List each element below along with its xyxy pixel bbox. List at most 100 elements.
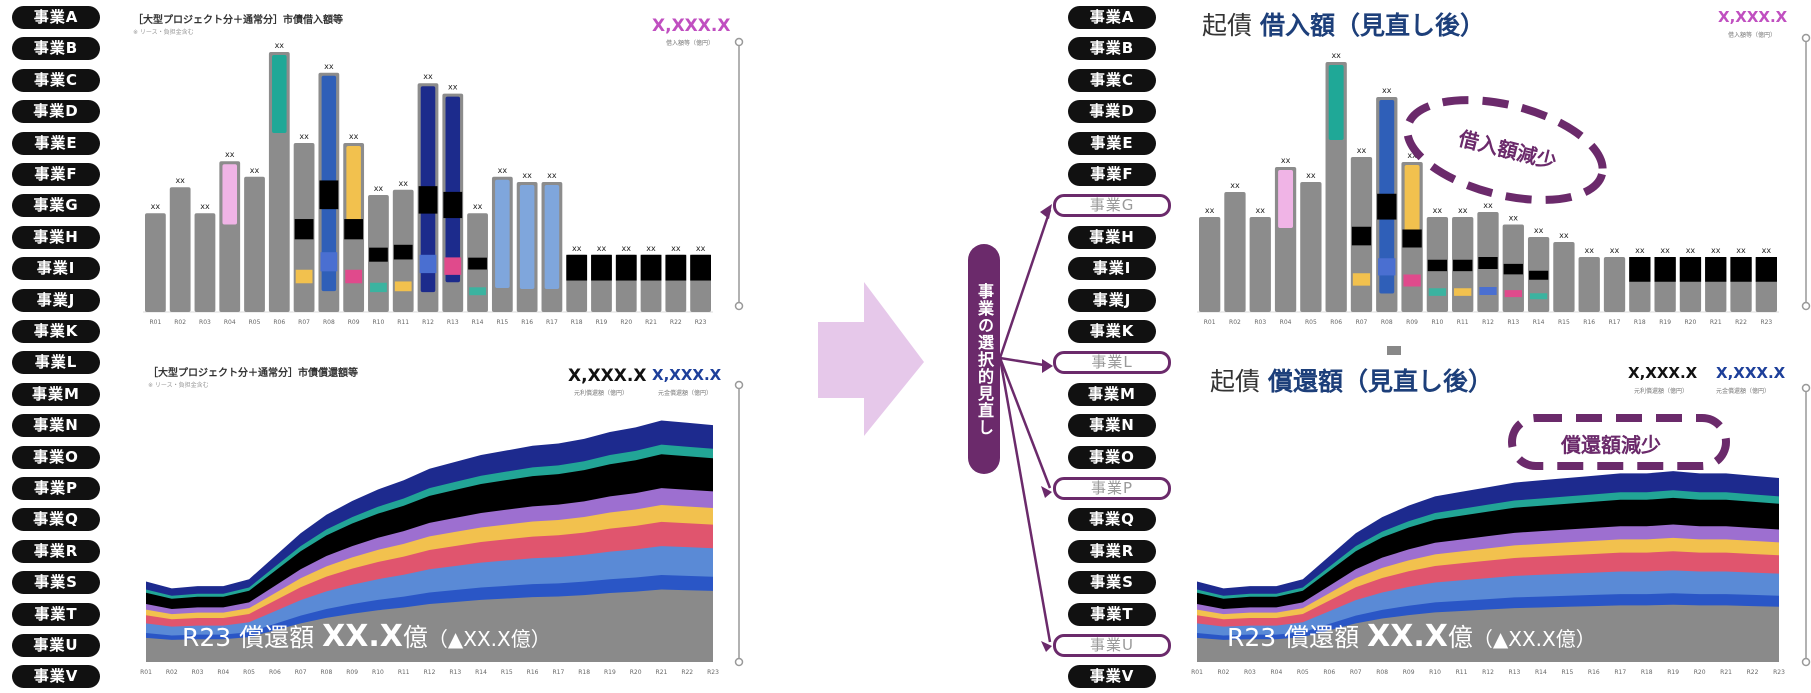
x-tick-label: R06 — [1330, 319, 1342, 326]
bar-segment — [1427, 259, 1448, 272]
x-tick-label: R02 — [1218, 669, 1230, 676]
right-bottom-overlay: R23 償還額 XX.X億（▲XX.X億） — [1227, 619, 1596, 654]
right-pill-excluded: 事業L — [1053, 351, 1171, 375]
bar-data-label: xx — [622, 244, 632, 253]
right-pill: 事業S — [1068, 571, 1156, 595]
bar-data-label: xx — [1256, 206, 1266, 215]
right-pill: 事業D — [1068, 100, 1156, 124]
x-tick-label: R20 — [1685, 319, 1697, 326]
left-pill: 事業N — [12, 414, 100, 438]
x-tick-label: R07 — [298, 319, 310, 326]
x-tick-label: R21 — [656, 669, 668, 676]
x-tick-label: R17 — [552, 669, 564, 676]
bar-segment — [566, 254, 588, 281]
x-tick-label: R03 — [192, 669, 204, 676]
x-tick-label: R16 — [521, 319, 533, 326]
bar-segment — [394, 281, 412, 292]
x-tick-label: R21 — [1720, 669, 1732, 676]
left-pill: 事業T — [12, 602, 100, 626]
bar-data-label: xx — [1534, 226, 1544, 235]
x-tick-label: R22 — [681, 669, 693, 676]
right-pill-excluded: 事業G — [1053, 194, 1171, 218]
bar-segment — [591, 254, 612, 281]
left-pill: 事業P — [12, 477, 100, 500]
bar-segment — [1705, 257, 1727, 282]
right-pill: 事業H — [1068, 225, 1156, 249]
x-tick-label: R16 — [1583, 319, 1595, 326]
x-tick-label: R15 — [501, 669, 513, 676]
callout-repayment-oval — [1508, 414, 1730, 470]
x-tick-label: R15 — [1561, 669, 1573, 676]
selection-arrowheads — [1040, 204, 1053, 652]
left-bottom-value2-caption: 元金償還額（億円） — [658, 390, 713, 397]
x-tick-label: R04 — [217, 669, 229, 676]
x-tick-label: R18 — [578, 669, 590, 676]
left-bottom-value1: X,XXX.X — [568, 366, 647, 386]
x-tick-label: R14 — [472, 319, 484, 326]
x-tick-label: R17 — [1614, 669, 1626, 676]
bar-segment — [1453, 259, 1473, 272]
left-pill: 事業L — [12, 351, 100, 375]
small-tag — [1387, 346, 1401, 355]
right-top-value: X,XXX.X — [1718, 8, 1788, 26]
x-tick-label: R11 — [1456, 669, 1468, 676]
bar-data-label: xx — [1736, 246, 1746, 255]
x-tick-label: R10 — [1431, 319, 1443, 326]
bar-data-label: xx — [398, 179, 408, 188]
area-band — [1197, 604, 1779, 662]
bar-data-label: xx — [299, 132, 309, 141]
x-tick-label: R06 — [269, 669, 281, 676]
bar-data-label: xx — [1331, 51, 1341, 60]
right-pill: 事業A — [1068, 6, 1156, 29]
x-tick-label: R20 — [620, 319, 632, 326]
x-tick-label: R03 — [1254, 319, 1266, 326]
x-tick-label: R12 — [1482, 669, 1494, 676]
x-tick-label: R14 — [1535, 669, 1547, 676]
x-tick-label: R13 — [447, 319, 459, 326]
bar-segment — [469, 287, 486, 296]
x-tick-label: R13 — [449, 669, 461, 676]
bar-segment — [615, 254, 637, 281]
bar-highlight — [495, 179, 510, 288]
right-bottom-chart-title: 起債 償還額（見直し後） — [1210, 367, 1493, 396]
bar-segment — [1454, 288, 1472, 296]
bar-data-label: xx — [423, 72, 433, 81]
right-pill-excluded: 事業P — [1053, 477, 1171, 500]
right-pill: 事業V — [1068, 665, 1156, 689]
right-pill: 事業B — [1068, 37, 1156, 61]
bar-segment — [1755, 257, 1777, 282]
left-pill: 事業D — [12, 100, 100, 124]
x-tick-label: R21 — [1710, 319, 1722, 326]
bar-segment — [1479, 287, 1497, 295]
bar-data-label: xx — [225, 150, 235, 159]
right-pill: 事業N — [1068, 414, 1156, 438]
x-tick-label: R15 — [1558, 319, 1570, 326]
right-pill: 事業Q — [1068, 508, 1156, 532]
x-tick-label: R01 — [1191, 669, 1203, 676]
bar-highlight — [519, 185, 535, 289]
x-tick-label: R01 — [140, 669, 152, 676]
right-pill: 事業F — [1068, 163, 1156, 186]
bar-data-label: xx — [1306, 171, 1316, 180]
bar-data-label: xx — [522, 171, 532, 180]
x-tick-label: R23 — [1760, 319, 1772, 326]
bar-highlight — [346, 146, 361, 231]
x-tick-label: R10 — [1429, 669, 1441, 676]
right-pill: 事業I — [1068, 257, 1156, 281]
right-bottom-value2: X,XXX.X — [1716, 364, 1786, 382]
x-tick-label: R05 — [249, 319, 261, 326]
x-tick-label: R23 — [707, 669, 719, 676]
left-pill: 事業M — [12, 382, 100, 406]
bar-data-label: xx — [1509, 214, 1519, 223]
x-tick-label: R05 — [1305, 319, 1317, 326]
right-pill: 事業R — [1068, 539, 1156, 563]
bar-segment — [468, 257, 487, 270]
bar-data-label: xx — [1382, 86, 1392, 95]
bar-segment — [1403, 274, 1421, 287]
selection-arrows — [998, 209, 1052, 643]
bar-segment — [1654, 257, 1676, 282]
left-pill: 事業S — [12, 571, 100, 595]
bar-data-label: xx — [1205, 206, 1215, 215]
x-tick-label: R04 — [224, 319, 236, 326]
bar-segment — [345, 269, 363, 284]
